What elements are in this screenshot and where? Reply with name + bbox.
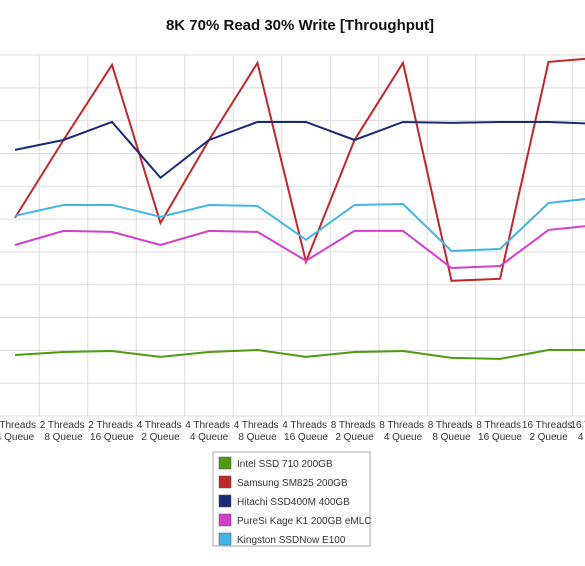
x-tick-label: 4 Threads 2 Queue: [137, 420, 185, 443]
legend-swatch: [218, 532, 232, 546]
legend-label: Hitachi SSD400M 400GB: [237, 497, 350, 508]
legend-label: PureSi Kage K1 200GB eMLC: [237, 516, 372, 527]
x-tick-label: 2 Threads 8 Queue: [40, 420, 88, 443]
x-tick-label: 4 Threads 8 Queue: [234, 420, 282, 443]
x-tick-label: 16 Threads 4 Queue: [570, 420, 585, 443]
series-line: [14, 225, 585, 270]
x-tick-label: 8 Threads 16 Queue: [476, 420, 524, 443]
x-tick-label: 4 Threads 16 Queue: [282, 420, 330, 443]
legend-label: Intel SSD 710 200GB: [237, 459, 333, 470]
series-line: [14, 198, 585, 252]
x-tick-label: 16 Threads 2 Queue: [522, 420, 575, 443]
legend-swatch: [218, 494, 232, 508]
chart-title: 8K 70% Read 30% Write [Throughput]: [166, 17, 434, 34]
legend-label: Samsung SM825 200GB: [237, 478, 348, 489]
legend-box: [212, 451, 371, 547]
x-tick-label: 8 Threads 2 Queue: [331, 420, 379, 443]
legend-swatch: [218, 456, 232, 470]
x-tick-label: 8 Threads 4 Queue: [379, 420, 427, 443]
legend-swatch: [218, 475, 232, 489]
series-line: [14, 120, 585, 180]
x-tick-label: 2 Threads 16 Queue: [88, 420, 136, 443]
legend-label: Kingston SSDNow E100: [237, 535, 346, 546]
x-tick-label: 2 Threads 4 Queue: [0, 420, 39, 443]
x-tick-label: 4 Threads 4 Queue: [185, 420, 233, 443]
series-line: [14, 349, 585, 360]
legend-swatch: [218, 513, 232, 527]
x-tick-label: 8 Threads 8 Queue: [428, 420, 476, 443]
series-line: [14, 57, 585, 282]
